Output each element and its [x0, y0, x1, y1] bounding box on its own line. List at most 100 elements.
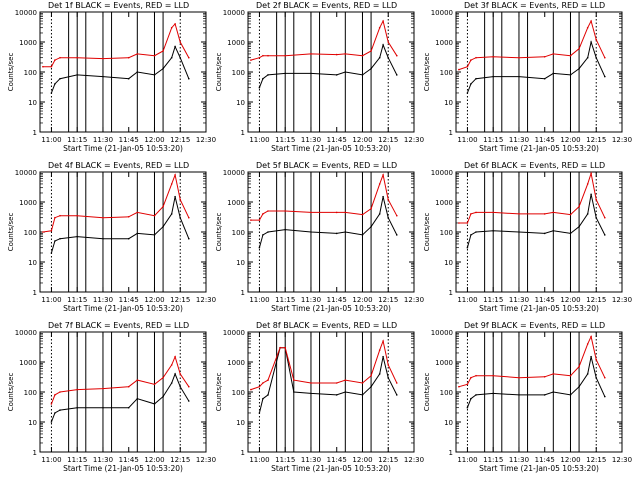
events-data-point	[136, 71, 139, 73]
y-tick-label: 1	[449, 129, 453, 137]
lld-data-point	[387, 364, 390, 366]
panel-title: Det 3f BLACK = Events, RED = LLD	[464, 1, 605, 10]
x-tick-label: 12:30	[612, 456, 632, 464]
lld-data-point	[262, 54, 264, 57]
plot-frame	[247, 171, 415, 293]
lld-data-point	[595, 358, 597, 361]
x-tick-label: 11:00	[457, 136, 477, 144]
lld-data-point	[569, 54, 572, 57]
events-data-point	[153, 74, 156, 76]
x-axis-label: Start Time (21-Jan-05 10:53:20)	[479, 144, 599, 153]
lld-data-point	[102, 57, 104, 60]
lld-data-point	[76, 388, 78, 391]
lld-data-point	[54, 59, 56, 61]
events-data-point	[284, 72, 287, 75]
panel-title: Det 9f BLACK = Events, RED = LLD	[464, 321, 605, 330]
lld-data-point	[170, 26, 173, 29]
events-data-point	[136, 397, 139, 400]
events-data-point	[396, 394, 398, 396]
lld-data-point	[50, 230, 53, 232]
y-tick-label: 1000	[19, 359, 37, 367]
lld-data-point	[174, 23, 176, 25]
lld-data-point	[136, 379, 139, 381]
x-tick-label: 12:30	[196, 456, 216, 464]
lld-data-point	[284, 346, 287, 349]
x-tick-label: 12:15	[586, 136, 606, 144]
chart-panel: Det 2f BLACK = Events, RED = LLD 1 10 100 10…	[215, 1, 424, 153]
y-axis-label: Counts/sec	[423, 213, 431, 252]
lld-series-line	[42, 22, 190, 68]
lld-data-point	[578, 47, 580, 50]
x-tick-label: 12:30	[196, 136, 216, 144]
events-data-point	[361, 74, 364, 76]
chart-panel: Det 7f BLACK = Events, RED = LLD 1 10 100 10…	[7, 321, 216, 473]
lld-data-point	[595, 198, 597, 201]
events-data-point	[262, 234, 264, 236]
lld-data-point	[76, 214, 78, 217]
x-axis-label: Start Time (21-Jan-05 10:53:20)	[271, 144, 391, 153]
lld-data-point	[552, 211, 555, 214]
y-tick-label: 10000	[15, 169, 37, 177]
lld-data-point	[470, 213, 472, 215]
x-tick-label: 11:00	[41, 136, 61, 144]
events-data-point	[258, 246, 261, 249]
events-data-point	[174, 195, 176, 198]
events-data-point	[102, 406, 104, 409]
x-tick-label: 11:15	[67, 456, 87, 464]
events-data-point	[569, 394, 572, 396]
x-tick-label: 11:15	[67, 296, 87, 304]
lld-data-point	[543, 213, 546, 215]
events-data-point	[76, 235, 78, 238]
events-data-point	[595, 216, 597, 219]
y-tick-label: 100	[440, 229, 453, 237]
x-tick-label: 12:00	[560, 296, 580, 304]
lld-data-point	[458, 222, 460, 224]
lld-data-point	[578, 205, 580, 208]
lld-data-point	[42, 231, 44, 233]
events-series-line	[50, 196, 190, 254]
lld-data-point	[586, 183, 589, 185]
lld-series-line	[458, 171, 606, 224]
lld-data-point	[250, 59, 252, 61]
events-data-point	[578, 385, 580, 388]
x-axis-label: Start Time (21-Jan-05 10:53:20)	[63, 464, 183, 473]
events-data-point	[518, 75, 520, 78]
lld-series-line	[250, 173, 398, 221]
events-data-point	[590, 355, 592, 358]
x-tick-label: 11:45	[327, 456, 347, 464]
events-data-point	[475, 394, 477, 396]
x-tick-label: 11:45	[535, 136, 555, 144]
panel-title: Det 2f BLACK = Events, RED = LLD	[256, 1, 397, 10]
lld-data-point	[466, 65, 469, 68]
lld-data-point	[335, 53, 338, 56]
events-data-point	[179, 385, 181, 388]
x-tick-label: 11:15	[67, 136, 87, 144]
lld-data-point	[50, 65, 53, 68]
lld-data-point	[136, 211, 139, 214]
events-data-point	[162, 395, 164, 398]
lld-data-point	[475, 56, 477, 59]
events-data-point	[543, 232, 546, 235]
x-tick-label: 12:30	[612, 136, 632, 144]
x-tick-label: 11:00	[457, 456, 477, 464]
x-tick-label: 11:45	[119, 136, 139, 144]
lld-data-point	[361, 54, 364, 57]
events-data-point	[335, 74, 338, 76]
events-data-point	[267, 231, 269, 233]
x-tick-label: 11:45	[327, 296, 347, 304]
x-tick-label: 12:15	[586, 456, 606, 464]
lld-data-point	[59, 56, 61, 59]
y-tick-label: 1	[241, 289, 245, 297]
events-data-point	[518, 394, 520, 396]
lld-data-point	[470, 376, 472, 379]
lld-series-line	[250, 19, 398, 61]
x-tick-label: 12:00	[352, 296, 372, 304]
x-tick-label: 12:30	[612, 296, 632, 304]
x-tick-label: 11:30	[301, 296, 321, 304]
events-data-point	[153, 403, 156, 405]
events-data-point	[590, 41, 592, 43]
y-tick-label: 10000	[223, 329, 245, 337]
lld-data-point	[344, 211, 347, 214]
x-tick-label: 11:30	[509, 136, 529, 144]
events-data-point	[59, 77, 61, 80]
